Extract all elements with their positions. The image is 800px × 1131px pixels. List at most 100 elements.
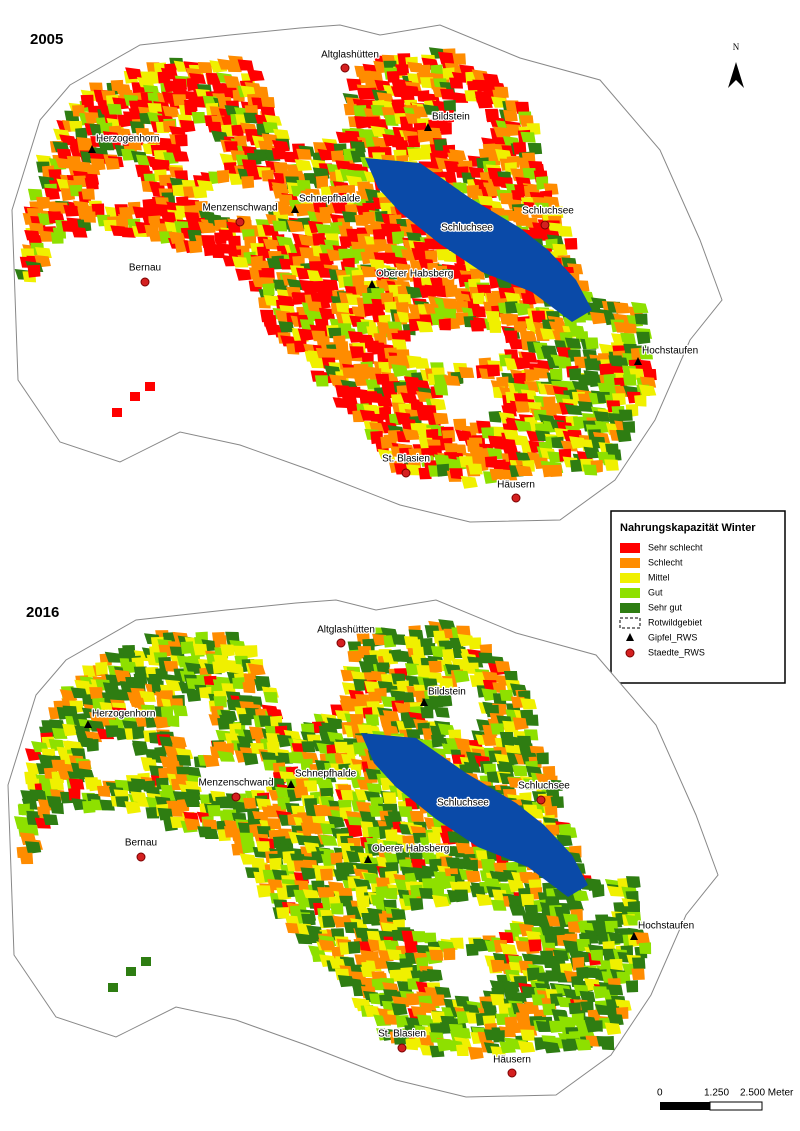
habitat-patch	[202, 827, 219, 840]
habitat-patch	[638, 384, 657, 397]
habitat-patch	[438, 318, 451, 331]
habitat-patch	[375, 395, 393, 409]
lake-label: Schluchsee	[437, 798, 489, 809]
habitat-patch	[600, 1039, 615, 1051]
habitat-patch	[589, 1020, 603, 1032]
habitat-patch	[131, 726, 145, 740]
habitat-patch	[73, 175, 87, 188]
habitat-patch	[566, 899, 584, 911]
peak-symbol	[420, 698, 428, 706]
habitat-patch	[273, 128, 290, 141]
town-label: Schluchsee	[518, 781, 570, 792]
legend-swatch	[620, 558, 640, 568]
habitat-patch	[512, 717, 529, 731]
habitat-patch	[384, 887, 398, 900]
habitat-patch	[291, 292, 305, 305]
legend-label: Mittel	[648, 572, 670, 582]
habitat-patch	[513, 372, 526, 385]
habitat-patch	[422, 932, 437, 944]
habitat-patch	[122, 644, 136, 658]
habitat-patch	[285, 922, 301, 934]
habitat-patch	[556, 357, 572, 369]
habitat-patch	[481, 859, 496, 872]
habitat-patch	[127, 139, 142, 151]
habitat-patch	[344, 130, 361, 142]
habitat-patch	[435, 285, 448, 298]
habitat-patch	[107, 103, 123, 115]
habitat-patch	[520, 893, 535, 907]
habitat-patch	[413, 357, 430, 369]
habitat-patch	[231, 124, 244, 137]
legend-label: Sehr gut	[648, 602, 683, 612]
habitat-patch	[591, 884, 605, 898]
habitat-patch	[170, 816, 185, 829]
habitat-patch	[431, 734, 445, 748]
habitat-patch	[82, 211, 96, 223]
habitat-patch	[175, 196, 189, 209]
town-symbol	[235, 217, 245, 227]
habitat-patch	[238, 713, 252, 726]
habitat-patch	[603, 373, 616, 387]
habitat-patch	[361, 352, 374, 365]
habitat-patch	[395, 1015, 409, 1028]
habitat-patch	[319, 834, 338, 846]
peak-label: Schnepfhalde	[299, 194, 361, 205]
habitat-patch	[104, 157, 120, 170]
habitat-patch	[515, 101, 530, 114]
habitat-patch	[527, 142, 543, 155]
habitat-patch	[490, 723, 505, 735]
habitat-patch	[436, 463, 450, 477]
peak-symbol	[291, 205, 299, 213]
habitat-patch	[407, 977, 420, 990]
north-label: N	[733, 42, 740, 52]
habitat-patch	[551, 436, 564, 449]
habitat-patch	[353, 374, 370, 386]
peak-label: Herzogenhorn	[96, 134, 159, 145]
habitat-patch	[124, 801, 141, 814]
habitat-patch	[271, 148, 287, 160]
habitat-patch	[634, 394, 647, 407]
habitat-patch	[417, 129, 430, 143]
peak-symbol	[634, 357, 642, 365]
habitat-patch	[631, 957, 646, 971]
lake-label: Schluchsee	[441, 223, 493, 234]
habitat-patch	[365, 379, 381, 391]
habitat-patch	[217, 750, 235, 762]
legend-label: Gipfel_RWS	[648, 632, 697, 642]
habitat-patch	[151, 680, 164, 694]
habitat-patch	[478, 652, 494, 664]
habitat-patch	[577, 401, 594, 413]
habitat-patch	[454, 889, 469, 903]
habitat-patch	[515, 302, 532, 316]
habitat-patch	[84, 112, 100, 124]
habitat-patch	[512, 765, 528, 777]
habitat-patch	[344, 744, 357, 757]
habitat-patch	[187, 241, 203, 254]
habitat-patch	[298, 234, 316, 247]
habitat-patch	[380, 292, 394, 305]
habitat-patch	[450, 937, 464, 949]
habitat-patch	[90, 158, 106, 171]
habitat-patch	[430, 994, 446, 1007]
habitat-patch	[442, 649, 456, 662]
habitat-patch	[89, 687, 104, 699]
habitat-patch	[520, 1029, 536, 1042]
habitat-patch	[347, 650, 361, 663]
town-label: Menzenschwand	[202, 203, 277, 214]
habitat-patch	[499, 689, 514, 702]
habitat-patch	[382, 792, 397, 805]
habitat-patch	[625, 876, 641, 890]
habitat-patch	[439, 122, 452, 135]
habitat-patch	[373, 239, 388, 253]
habitat-patch	[630, 301, 649, 314]
habitat-patch	[496, 376, 509, 390]
habitat-patch	[386, 949, 403, 961]
habitat-patch	[508, 904, 527, 916]
habitat-patch	[458, 366, 475, 379]
habitat-patch	[531, 994, 546, 1006]
peak-label: Herzogenhorn	[92, 709, 155, 720]
habitat-patch	[253, 149, 269, 163]
habitat-patch	[354, 116, 370, 130]
habitat-patch	[62, 723, 79, 737]
habitat-patch	[27, 264, 41, 278]
